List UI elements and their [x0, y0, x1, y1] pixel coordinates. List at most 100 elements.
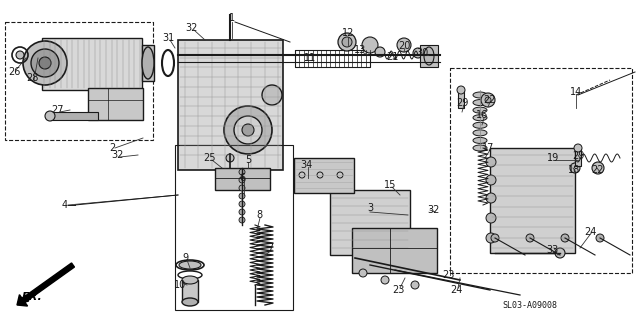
Text: 7: 7 [267, 243, 273, 253]
Bar [88, 88, 143, 120]
Ellipse shape [473, 115, 487, 121]
Circle shape [242, 124, 254, 136]
Circle shape [338, 33, 356, 51]
Circle shape [555, 248, 565, 258]
Text: 25: 25 [204, 153, 216, 163]
Bar [352, 228, 437, 273]
Ellipse shape [182, 298, 198, 306]
Circle shape [526, 234, 534, 242]
Bar [295, 50, 370, 67]
Text: 31: 31 [162, 33, 174, 43]
Text: 11: 11 [304, 53, 316, 63]
Circle shape [570, 163, 580, 173]
Circle shape [397, 38, 411, 52]
Ellipse shape [473, 130, 487, 136]
Bar [175, 145, 293, 310]
Bar [142, 45, 154, 81]
Text: 14: 14 [570, 87, 582, 97]
Circle shape [411, 281, 419, 289]
Bar [450, 68, 632, 273]
Text: 24: 24 [584, 227, 596, 237]
Text: 1: 1 [229, 13, 235, 23]
Circle shape [234, 116, 262, 144]
Bar [50, 112, 98, 120]
Ellipse shape [473, 137, 487, 144]
Text: 29: 29 [456, 98, 468, 108]
Ellipse shape [182, 276, 198, 284]
Text: 8: 8 [256, 210, 262, 220]
Circle shape [486, 193, 496, 203]
Circle shape [362, 37, 378, 53]
Circle shape [31, 49, 59, 77]
Circle shape [39, 57, 51, 69]
Circle shape [485, 97, 491, 103]
Ellipse shape [473, 107, 487, 113]
Circle shape [375, 47, 385, 57]
Bar [178, 40, 283, 170]
Text: 22: 22 [592, 165, 604, 175]
Text: 19: 19 [547, 153, 559, 163]
Text: 26: 26 [8, 67, 20, 77]
Bar [5, 22, 153, 140]
Text: 6: 6 [239, 173, 245, 183]
Ellipse shape [179, 261, 201, 269]
Circle shape [239, 185, 245, 191]
Text: 22: 22 [484, 95, 496, 105]
Text: 24: 24 [450, 285, 462, 295]
Text: 13: 13 [354, 45, 366, 55]
Circle shape [491, 234, 499, 242]
Circle shape [23, 41, 67, 85]
Circle shape [239, 177, 245, 183]
Text: 3: 3 [367, 203, 373, 213]
Ellipse shape [424, 47, 434, 65]
Circle shape [486, 157, 496, 167]
Text: 33: 33 [546, 245, 558, 255]
Text: 2: 2 [109, 143, 115, 153]
Circle shape [592, 162, 604, 174]
Text: 17: 17 [482, 143, 494, 153]
Bar [490, 148, 575, 253]
Ellipse shape [473, 122, 487, 128]
Circle shape [481, 93, 495, 107]
Circle shape [224, 106, 272, 154]
Circle shape [239, 217, 245, 223]
Text: 21: 21 [386, 52, 398, 62]
Circle shape [262, 85, 282, 105]
Circle shape [342, 37, 352, 47]
Circle shape [486, 175, 496, 185]
Text: 32: 32 [186, 23, 198, 33]
Circle shape [239, 169, 245, 175]
Circle shape [239, 201, 245, 207]
Circle shape [574, 144, 582, 152]
Ellipse shape [473, 92, 487, 98]
Circle shape [239, 193, 245, 199]
Text: 18: 18 [568, 165, 580, 175]
Circle shape [359, 269, 367, 277]
Circle shape [45, 111, 55, 121]
Text: 32: 32 [427, 205, 439, 215]
Circle shape [239, 209, 245, 215]
Text: 4: 4 [62, 200, 68, 210]
Text: 34: 34 [300, 160, 312, 170]
Circle shape [381, 276, 389, 284]
Circle shape [457, 86, 465, 94]
Text: FR.: FR. [22, 292, 43, 302]
Circle shape [16, 51, 24, 59]
Bar [215, 168, 270, 190]
Text: 23: 23 [442, 270, 454, 280]
Text: 10: 10 [174, 280, 186, 290]
Circle shape [486, 213, 496, 223]
Circle shape [596, 234, 604, 242]
Bar [330, 190, 410, 255]
Circle shape [413, 48, 423, 58]
Ellipse shape [473, 100, 487, 106]
Ellipse shape [142, 47, 154, 79]
Bar [294, 158, 354, 193]
Circle shape [226, 154, 234, 162]
Text: 30: 30 [416, 48, 428, 58]
Text: 5: 5 [245, 155, 251, 165]
Text: 9: 9 [182, 253, 188, 263]
FancyArrow shape [17, 263, 74, 306]
Bar [182, 280, 198, 302]
Text: 20: 20 [398, 41, 410, 51]
